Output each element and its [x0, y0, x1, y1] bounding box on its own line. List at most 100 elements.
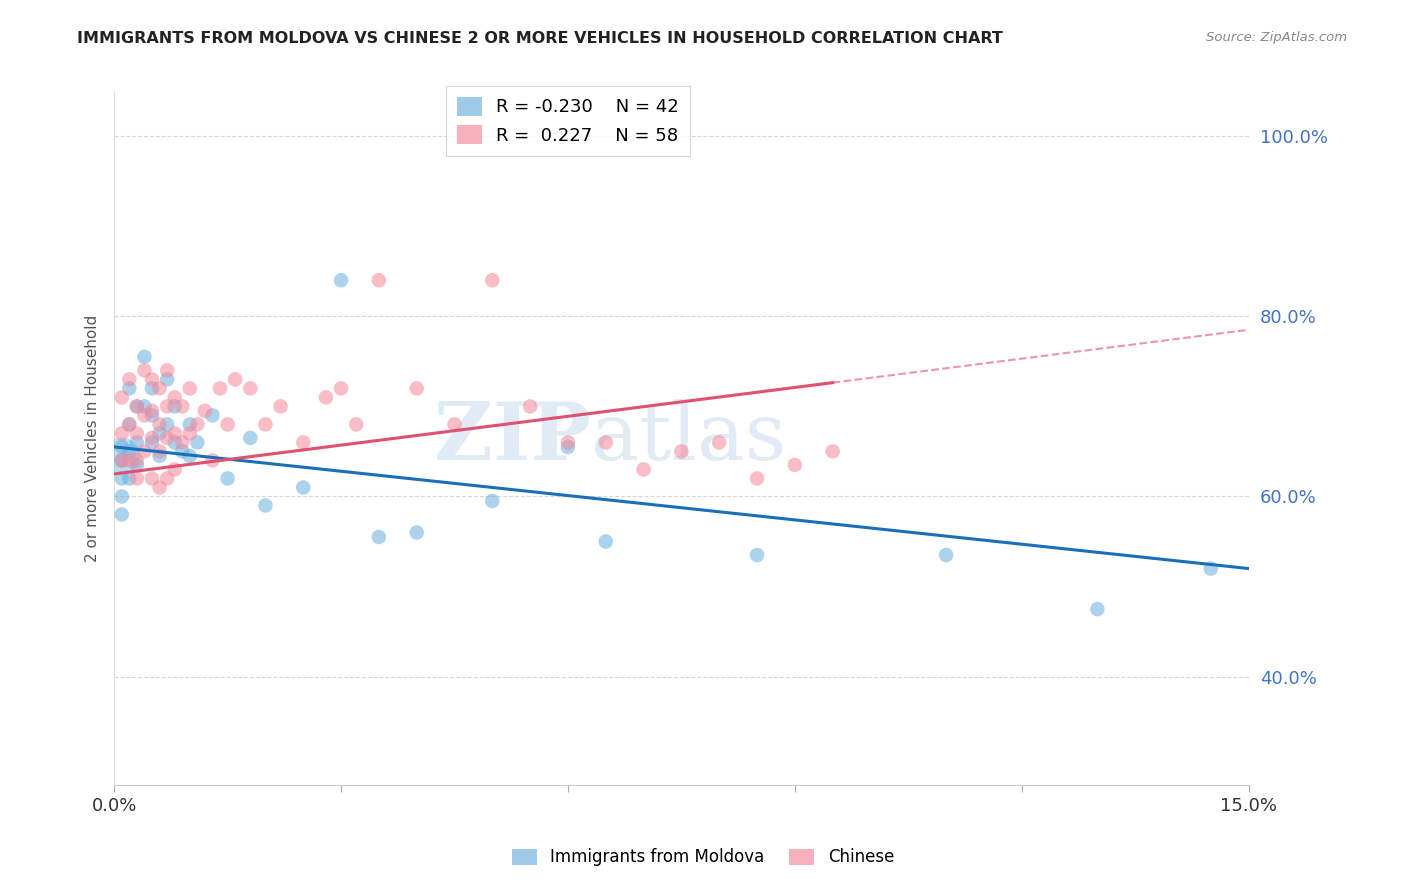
Legend: Immigrants from Moldova, Chinese: Immigrants from Moldova, Chinese — [505, 842, 901, 873]
Point — [111, 426, 134, 441]
Point — [179, 426, 201, 441]
Point — [201, 453, 224, 467]
Point — [405, 381, 427, 395]
Point — [405, 525, 427, 540]
Point — [156, 363, 179, 377]
Point — [148, 417, 170, 432]
Point — [254, 417, 277, 432]
Point — [118, 381, 141, 395]
Point — [141, 372, 163, 386]
Point — [118, 372, 141, 386]
Point — [141, 435, 163, 450]
Point — [172, 435, 194, 450]
Point — [172, 444, 194, 458]
Point — [270, 400, 292, 414]
Point — [141, 409, 163, 423]
Point — [111, 440, 134, 454]
Text: Source: ZipAtlas.com: Source: ZipAtlas.com — [1206, 31, 1347, 45]
Point — [156, 417, 179, 432]
Point — [367, 273, 389, 287]
Point — [519, 400, 541, 414]
Point — [557, 440, 579, 454]
Point — [156, 431, 179, 445]
Text: atlas: atlas — [591, 399, 786, 477]
Point — [125, 458, 148, 472]
Point — [134, 350, 156, 364]
Point — [111, 449, 134, 463]
Point — [821, 444, 844, 458]
Point — [709, 435, 731, 450]
Point — [134, 400, 156, 414]
Point — [481, 273, 503, 287]
Point — [595, 435, 617, 450]
Point — [239, 381, 262, 395]
Point — [254, 499, 277, 513]
Point — [745, 471, 768, 485]
Point — [344, 417, 367, 432]
Point — [148, 444, 170, 458]
Point — [118, 417, 141, 432]
Text: ZIP: ZIP — [433, 399, 591, 477]
Point — [481, 494, 503, 508]
Point — [125, 426, 148, 441]
Point — [186, 417, 208, 432]
Point — [292, 435, 315, 450]
Point — [367, 530, 389, 544]
Point — [148, 381, 170, 395]
Point — [163, 462, 186, 476]
Point — [239, 431, 262, 445]
Point — [141, 381, 163, 395]
Point — [125, 453, 148, 467]
Point — [111, 453, 134, 467]
Point — [179, 417, 201, 432]
Point — [111, 508, 134, 522]
Point — [292, 480, 315, 494]
Point — [125, 400, 148, 414]
Point — [125, 435, 148, 450]
Point — [745, 548, 768, 562]
Point — [224, 372, 246, 386]
Point — [148, 480, 170, 494]
Point — [156, 400, 179, 414]
Point — [141, 431, 163, 445]
Point — [148, 449, 170, 463]
Legend: R = -0.230    N = 42, R =  0.227    N = 58: R = -0.230 N = 42, R = 0.227 N = 58 — [446, 87, 690, 155]
Point — [172, 400, 194, 414]
Point — [118, 444, 141, 458]
Point — [443, 417, 465, 432]
Point — [141, 404, 163, 418]
Point — [595, 534, 617, 549]
Point — [148, 426, 170, 441]
Point — [557, 435, 579, 450]
Point — [111, 453, 134, 467]
Point — [179, 381, 201, 395]
Point — [125, 400, 148, 414]
Point — [783, 458, 806, 472]
Point — [134, 444, 156, 458]
Point — [111, 390, 134, 404]
Point — [163, 400, 186, 414]
Point — [141, 471, 163, 485]
Point — [118, 471, 141, 485]
Point — [186, 435, 208, 450]
Point — [935, 548, 957, 562]
Point — [134, 363, 156, 377]
Point — [209, 381, 232, 395]
Point — [156, 471, 179, 485]
Point — [179, 449, 201, 463]
Point — [111, 471, 134, 485]
Point — [118, 417, 141, 432]
Point — [163, 435, 186, 450]
Point — [315, 390, 337, 404]
Point — [118, 453, 141, 467]
Text: IMMIGRANTS FROM MOLDOVA VS CHINESE 2 OR MORE VEHICLES IN HOUSEHOLD CORRELATION C: IMMIGRANTS FROM MOLDOVA VS CHINESE 2 OR … — [77, 31, 1004, 46]
Point — [194, 404, 217, 418]
Point — [163, 426, 186, 441]
Point — [125, 471, 148, 485]
Point — [633, 462, 655, 476]
Point — [217, 471, 239, 485]
Point — [330, 381, 353, 395]
Y-axis label: 2 or more Vehicles in Household: 2 or more Vehicles in Household — [86, 314, 100, 562]
Point — [1199, 561, 1222, 575]
Point — [217, 417, 239, 432]
